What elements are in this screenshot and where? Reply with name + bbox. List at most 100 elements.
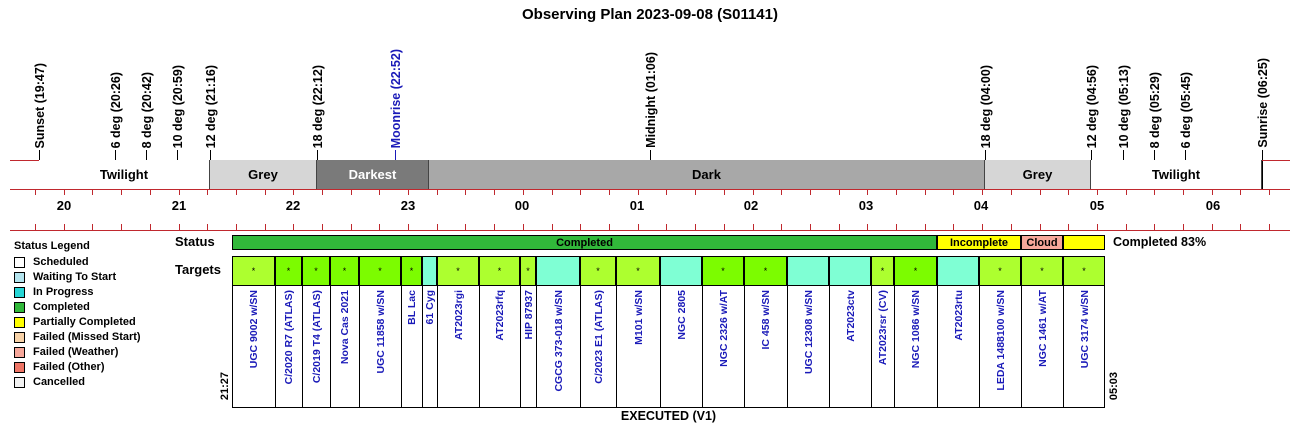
target-name-column: 61 Cyg [422, 286, 437, 408]
event-text: 8 deg (05:29) [1148, 71, 1162, 148]
target-cell[interactable] [660, 256, 702, 286]
status-segment[interactable]: Cloud [1021, 235, 1063, 250]
hour-axis-tick [408, 224, 409, 230]
target-cell[interactable]: * [232, 256, 275, 286]
legend-swatch [14, 286, 25, 298]
target-name[interactable]: LEDA 1488100 w/SN [994, 290, 1007, 391]
target-name[interactable]: BL Lac [406, 290, 418, 325]
hour-axis-tick [982, 224, 983, 230]
hour-axis-tick [265, 224, 266, 230]
target-name-column: AT2023rtu [937, 286, 979, 408]
target-name[interactable]: AT2023ctv [844, 290, 857, 342]
legend-label: Failed (Other) [33, 361, 105, 373]
hour-axis-tick [982, 189, 983, 195]
target-cell[interactable]: * [275, 256, 302, 286]
target-name[interactable]: NGC 2326 w/AT [717, 290, 730, 367]
target-name-column: UGC 9002 w/SN [232, 286, 275, 408]
target-name-column: CGCG 373-018 w/SN [536, 286, 580, 408]
target-name-column: UGC 12308 w/SN [787, 286, 829, 408]
legend-label: Waiting To Start [33, 271, 117, 283]
target-name[interactable]: UGC 3174 w/SN [1078, 290, 1091, 369]
target-name[interactable]: AT2023rsr (CV) [877, 290, 889, 366]
target-cell[interactable]: * [437, 256, 479, 286]
hour-axis-tick [322, 224, 323, 230]
legend-item: Partially Completed [14, 316, 136, 328]
hour-axis-tick [724, 224, 725, 230]
hour-label: 02 [743, 198, 759, 213]
target-cell[interactable]: * [1021, 256, 1063, 286]
target-cell[interactable]: * [401, 256, 422, 286]
status-segment[interactable]: Incomplete [937, 235, 1021, 250]
target-cell[interactable]: * [520, 256, 536, 286]
executed-footer: EXECUTED (V1) [620, 409, 717, 423]
target-name[interactable]: Nova Cas 2021 [339, 290, 351, 365]
hour-axis-tick [1154, 189, 1155, 195]
legend-item: In Progress [14, 286, 94, 298]
target-name[interactable]: UGC 11858 w/SN [374, 290, 387, 374]
start-time-label: 21:27 [219, 372, 231, 401]
hour-axis-tick [1269, 189, 1270, 195]
target-cell[interactable]: * [302, 256, 330, 286]
target-cell[interactable]: * [744, 256, 787, 286]
target-cell[interactable]: * [359, 256, 401, 286]
hour-axis-tick [1183, 189, 1184, 195]
target-cell[interactable]: * [330, 256, 359, 286]
target-name[interactable]: IC 458 w/SN [760, 290, 772, 350]
target-name[interactable]: UGC 9002 w/SN [248, 290, 260, 369]
event-text: 12 deg (04:56) [1085, 64, 1099, 148]
status-summary: Completed 83% [1113, 235, 1207, 249]
event-tick [1262, 150, 1263, 190]
target-cell[interactable]: * [479, 256, 520, 286]
hour-axis-tick [1212, 224, 1213, 230]
target-cell[interactable]: * [979, 256, 1021, 286]
night-band: Grey [210, 160, 317, 189]
target-name[interactable]: C/2020 R7 (ATLAS) [283, 290, 295, 385]
target-name-column: UGC 3174 w/SN [1063, 286, 1105, 408]
status-segment[interactable]: Completed [232, 235, 937, 250]
hour-axis-tick [207, 224, 208, 230]
hour-axis-tick [1068, 224, 1069, 230]
hour-axis-tick [1097, 224, 1098, 230]
target-name[interactable]: 61 Cyg [424, 290, 436, 325]
target-cell[interactable]: * [894, 256, 937, 286]
hour-axis-tick [781, 224, 782, 230]
hour-axis-tick [379, 189, 380, 195]
target-name[interactable]: M101 w/SN [632, 290, 645, 345]
target-cell[interactable]: * [1063, 256, 1105, 286]
hour-axis-tick [552, 224, 553, 230]
hour-axis-tick [322, 189, 323, 195]
target-cell[interactable] [937, 256, 979, 286]
target-name-column: AT2023ctv [829, 286, 871, 408]
hour-axis-tick [1040, 224, 1041, 230]
target-cell[interactable] [536, 256, 580, 286]
target-name[interactable]: AT2023rgi [452, 290, 465, 340]
hour-axis-tick [753, 189, 754, 195]
hour-label: 23 [400, 198, 416, 213]
hour-axis-tick [351, 189, 352, 195]
event-text: 6 deg (20:26) [109, 71, 123, 148]
target-name[interactable]: NGC 2805 [675, 290, 688, 340]
target-cell[interactable]: * [580, 256, 616, 286]
target-cell[interactable] [829, 256, 871, 286]
target-cell[interactable]: * [616, 256, 660, 286]
target-name[interactable]: NGC 1461 w/AT [1036, 290, 1049, 367]
timeline-bottom-line [10, 189, 1290, 190]
target-name[interactable]: CGCG 373-018 w/SN [552, 290, 565, 392]
status-segment[interactable] [1063, 235, 1105, 250]
target-cell[interactable]: * [871, 256, 894, 286]
hour-axis-tick [638, 224, 639, 230]
target-name[interactable]: UGC 12308 w/SN [802, 290, 815, 375]
target-name[interactable]: C/2019 T4 (ATLAS) [310, 290, 323, 384]
hour-axis-tick [925, 189, 926, 195]
target-cell[interactable] [787, 256, 829, 286]
target-name[interactable]: AT2023rfq [494, 290, 506, 341]
target-name[interactable]: C/2023 E1 (ATLAS) [592, 290, 605, 384]
target-cell[interactable] [422, 256, 437, 286]
hour-axis-tick [896, 224, 897, 230]
hour-axis-tick [666, 224, 667, 230]
target-cell[interactable]: * [702, 256, 744, 286]
target-name[interactable]: NGC 1086 w/SN [910, 290, 922, 369]
legend-swatch [14, 256, 25, 268]
target-name[interactable]: HIP 87937 [522, 290, 535, 340]
target-name[interactable]: AT2023rtu [952, 290, 965, 341]
